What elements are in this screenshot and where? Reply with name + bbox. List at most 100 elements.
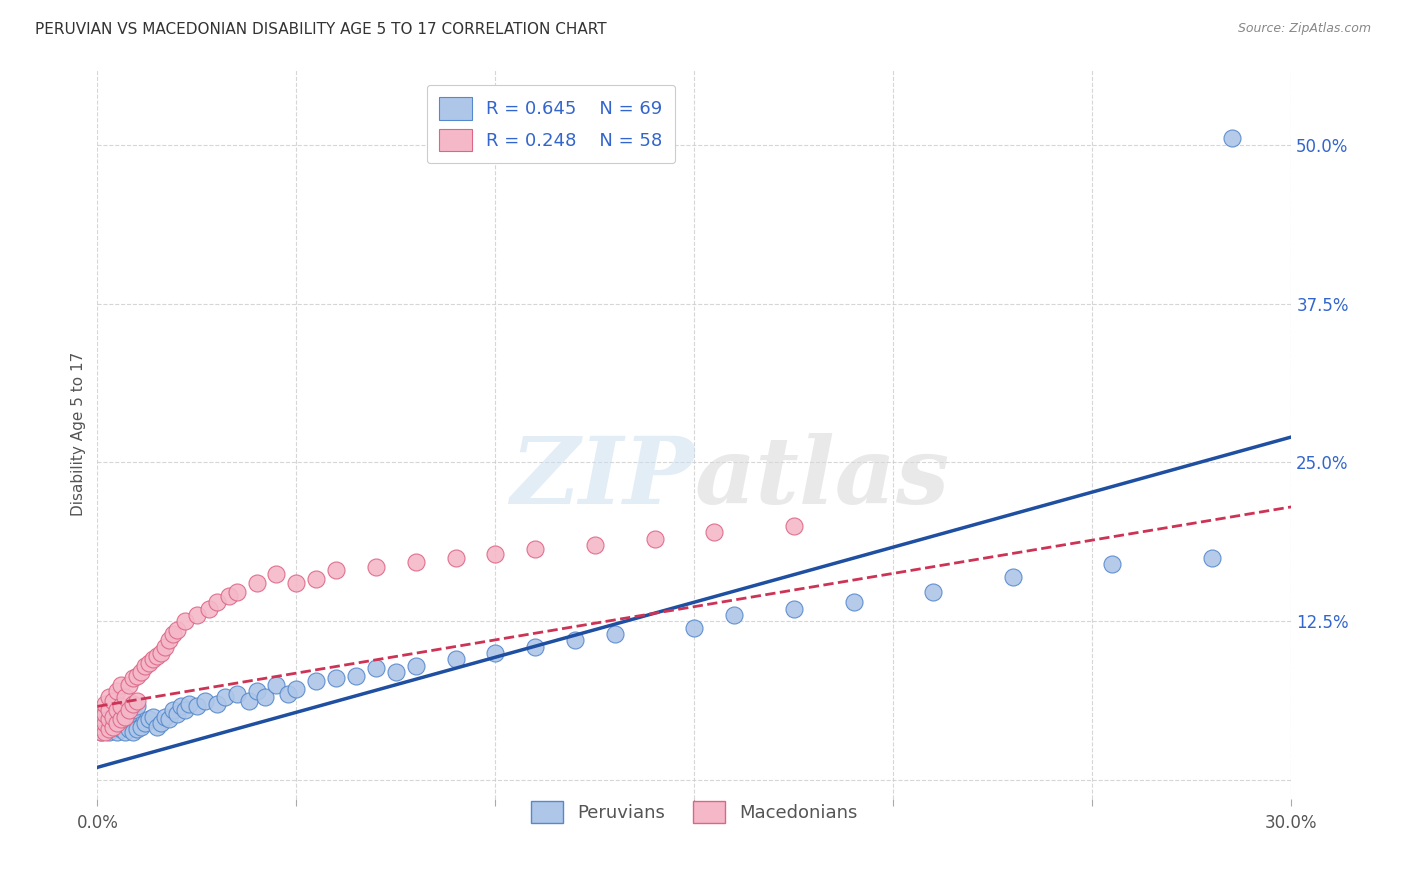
Point [114,709,136,723]
Point [103,723,125,737]
Point [238,694,260,708]
Point [118,723,141,737]
Point [153,640,176,654]
Point [134,658,156,673]
Point [166,706,188,721]
Point [285,576,308,591]
Point [129,665,152,679]
Point [118,703,141,717]
Point [110,715,132,730]
Point [98,723,121,737]
Point [94,709,117,723]
Point [783,601,806,615]
Point [127,699,149,714]
Point [103,709,125,723]
Text: PERUVIAN VS MACEDONIAN DISABILITY AGE 5 TO 17 CORRELATION CHART: PERUVIAN VS MACEDONIAN DISABILITY AGE 5 … [35,22,607,37]
Point [90,720,112,734]
Point [364,559,387,574]
Point [277,687,299,701]
Point [98,703,121,717]
Point [783,519,806,533]
Point [90,720,112,734]
Point [344,669,367,683]
Point [194,694,217,708]
Text: atlas: atlas [695,433,949,523]
Point [114,724,136,739]
Point [1220,131,1243,145]
Point [484,547,506,561]
Point [94,724,117,739]
Point [225,585,247,599]
Point [90,709,112,723]
Point [110,678,132,692]
Point [683,621,706,635]
Point [129,720,152,734]
Point [214,690,236,705]
Point [583,538,606,552]
Point [138,712,160,726]
Point [105,684,128,698]
Point [484,646,506,660]
Legend: Peruvians, Macedonians: Peruvians, Macedonians [523,794,865,830]
Point [118,706,141,721]
Point [186,607,208,622]
Point [197,601,219,615]
Point [110,712,132,726]
Point [703,525,725,540]
Point [644,532,666,546]
Point [105,724,128,739]
Point [98,712,121,726]
Point [1201,550,1223,565]
Point [150,715,173,730]
Point [118,678,141,692]
Point [105,718,128,732]
Text: ZIP: ZIP [510,433,695,523]
Point [170,699,193,714]
Point [524,640,547,654]
Point [98,690,121,705]
Point [157,633,180,648]
Point [122,724,145,739]
Point [245,684,267,698]
Point [134,715,156,730]
Point [103,720,125,734]
Point [94,715,117,730]
Point [325,672,347,686]
Point [127,694,149,708]
Point [105,709,128,723]
Point [138,656,160,670]
Point [444,550,467,565]
Point [922,585,945,599]
Point [186,699,208,714]
Point [285,681,308,696]
Point [405,658,427,673]
Point [110,723,132,737]
Point [142,652,165,666]
Point [266,567,288,582]
Point [114,712,136,726]
Point [94,697,117,711]
Point [177,697,200,711]
Point [225,687,247,701]
Y-axis label: Disability Age 5 to 17: Disability Age 5 to 17 [72,351,86,516]
Point [114,690,136,705]
Point [94,715,117,730]
Point [266,678,288,692]
Point [90,724,112,739]
Point [90,724,112,739]
Point [162,627,184,641]
Point [142,709,165,723]
Point [603,627,626,641]
Point [157,712,180,726]
Point [150,646,173,660]
Point [325,563,347,577]
Point [146,720,169,734]
Point [105,703,128,717]
Point [110,703,132,717]
Point [98,724,121,739]
Point [385,665,408,679]
Point [405,555,427,569]
Point [218,589,240,603]
Point [524,541,547,556]
Point [103,706,125,721]
